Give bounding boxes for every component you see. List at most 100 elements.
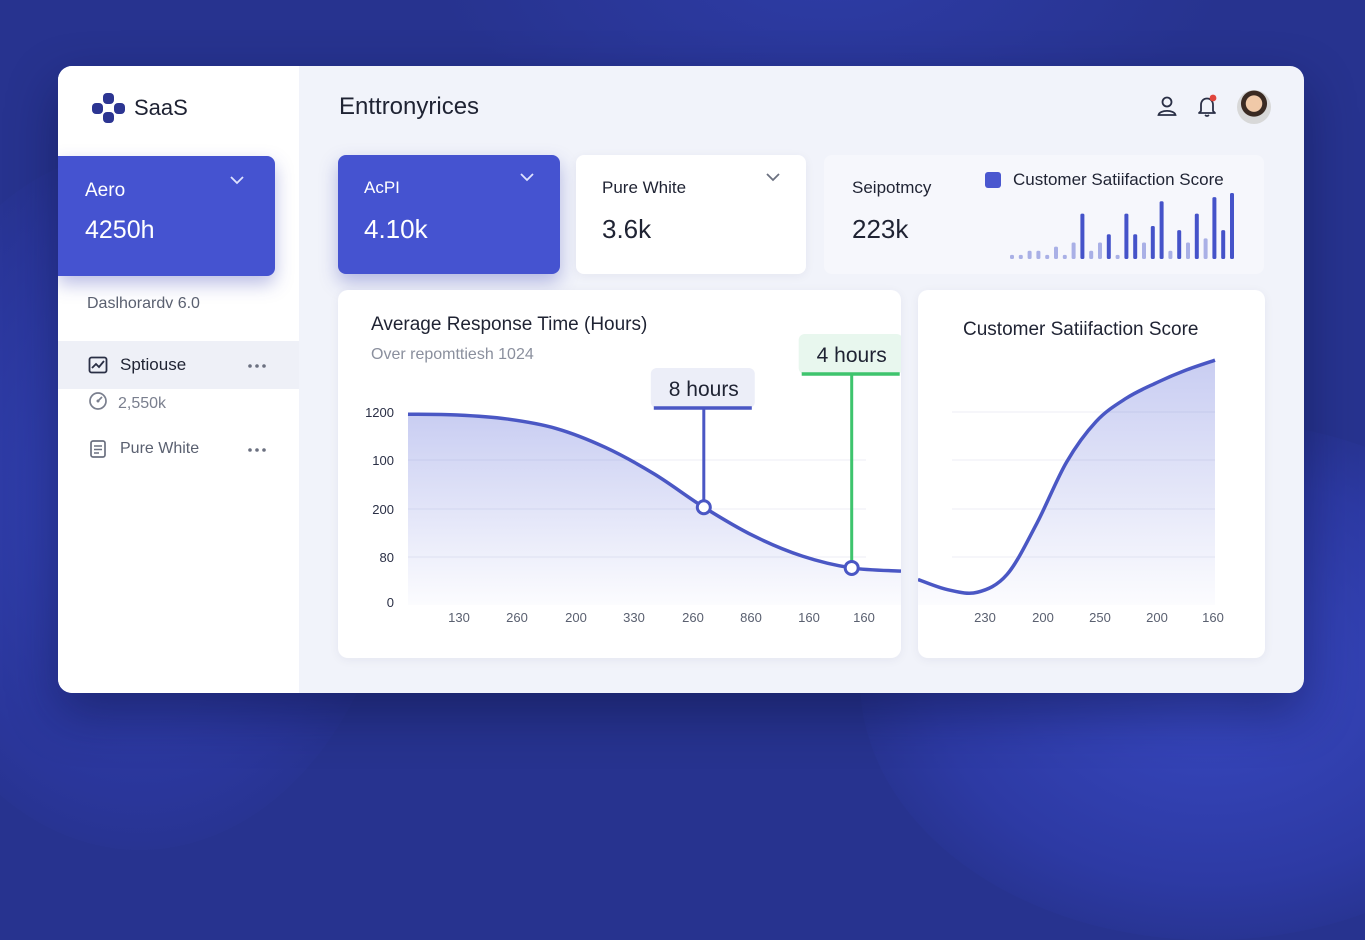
- page-title: Enttronyrices: [339, 93, 480, 120]
- satisfaction-line: [918, 358, 1216, 595]
- document-icon: [88, 439, 108, 459]
- response-time-line: [407, 412, 901, 573]
- x-tick-label: 200: [1032, 610, 1054, 625]
- stat-value: 4.10k: [364, 214, 428, 244]
- sparkline-bar: [1106, 234, 1111, 259]
- sparkline-bar: [1177, 230, 1182, 259]
- sparkline-bar-chart: [1010, 193, 1234, 259]
- sidebar-metric-card[interactable]: Aero 4250h: [58, 156, 275, 276]
- sparkline-bar: [1036, 250, 1041, 259]
- gauge-icon: [88, 391, 108, 416]
- stat-label: AcPI: [364, 178, 400, 197]
- bell-icon[interactable]: [1195, 94, 1219, 118]
- x-tick-label: 250: [1089, 610, 1111, 625]
- more-icon[interactable]: [247, 356, 267, 374]
- logo-text: SaaS: [134, 95, 188, 120]
- sidebar-subitem: 2,550k: [88, 391, 166, 416]
- sparkline-bar: [1054, 246, 1058, 259]
- chevron-down-icon[interactable]: [766, 169, 780, 187]
- legend-label: Customer Satiifaction Score: [1013, 170, 1224, 189]
- y-tick-label: 1200: [365, 405, 394, 420]
- sidebar-item-label: Sptiouse: [120, 355, 187, 374]
- annotation-label: 4 hours: [817, 344, 887, 367]
- stat-value: 223k: [852, 214, 909, 244]
- sparkline-bar: [1045, 254, 1050, 259]
- x-tick-label: 160: [1202, 610, 1224, 625]
- response-time-panel: Average Response Time (Hours) Over repom…: [338, 290, 901, 658]
- legend-swatch: [985, 172, 1001, 188]
- sidebar-subitem-value: 2,550k: [118, 394, 167, 412]
- stat-card-acpi[interactable]: AcPI 4.10k: [338, 155, 560, 274]
- annotation-point: [843, 559, 860, 576]
- x-tick-label: 230: [974, 610, 996, 625]
- sparkline-bar: [1194, 213, 1199, 259]
- chart-title: Customer Satiifaction Score: [963, 319, 1199, 340]
- chart-icon: [88, 355, 108, 375]
- x-tick-label: 200: [1146, 610, 1168, 625]
- sparkline-bar: [1115, 254, 1120, 259]
- stat-label: Seipotmcy: [852, 178, 932, 197]
- sparkline-bar: [1027, 250, 1032, 259]
- annotation-point: [695, 499, 712, 516]
- version-label: Daslhorardv 6.0: [87, 295, 200, 312]
- x-tick-label: 130: [448, 610, 470, 625]
- sidebar: SaaS Aero 4250h Daslhorardv 6.0 Sptiouse…: [58, 66, 299, 693]
- sparkline-bar: [1133, 234, 1138, 259]
- sidebar-metric-label: Aero: [85, 180, 126, 201]
- response-time-area: [408, 414, 901, 605]
- x-tick-label: 160: [853, 610, 875, 625]
- avatar[interactable]: [1237, 90, 1271, 124]
- y-tick-label: 100: [372, 453, 394, 468]
- sparkline-bar: [1124, 213, 1129, 259]
- annotation-box: [798, 334, 901, 374]
- x-tick-label: 160: [798, 610, 820, 625]
- sparkline-bar: [1071, 242, 1076, 259]
- sparkline-bar: [1221, 230, 1226, 259]
- annotation-label: 8 hours: [669, 378, 739, 401]
- stat-label: Pure White: [602, 178, 687, 197]
- chart-subtitle: Over repomttiesh 1024: [371, 346, 534, 363]
- sparkline-bar: [1089, 250, 1094, 259]
- annotation-box: [650, 368, 755, 408]
- satisfaction-chart: 230 200 250 200 160: [918, 358, 1224, 625]
- x-tick-label: 860: [740, 610, 762, 625]
- sparkline-bar: [1186, 242, 1190, 259]
- sparkline-bar: [1168, 250, 1173, 259]
- stat-card-pure-white[interactable]: Pure White 3.6k: [576, 155, 806, 274]
- x-tick-label: 260: [506, 610, 528, 625]
- sparkline-bar: [1080, 213, 1085, 259]
- x-tick-label: 200: [565, 610, 587, 625]
- chart-title: Average Response Time (Hours): [371, 314, 648, 335]
- sparkline-bar: [1098, 242, 1102, 259]
- satisfaction-panel: Customer Satiifaction Score 230 200 250 200…: [918, 290, 1265, 658]
- y-tick-label: 200: [372, 502, 394, 517]
- user-icon[interactable]: [1155, 94, 1179, 118]
- sparkline-bar: [1062, 254, 1067, 259]
- satisfaction-area: [918, 360, 1215, 605]
- sparkline-bar: [1010, 254, 1014, 259]
- logo[interactable]: SaaS: [92, 93, 188, 123]
- app-window: SaaS Aero 4250h Daslhorardv 6.0 Sptiouse…: [58, 66, 1304, 693]
- y-tick-label: 80: [380, 550, 394, 565]
- sparkline-bar: [1150, 226, 1155, 259]
- sparkline-bar: [1018, 254, 1023, 259]
- sidebar-item-pure-white[interactable]: Pure White: [58, 425, 299, 473]
- y-tick-label: 0: [387, 595, 394, 610]
- sparkline-bar: [1230, 193, 1234, 259]
- x-tick-label: 330: [623, 610, 645, 625]
- chevron-down-icon[interactable]: [230, 172, 244, 190]
- stat-value: 3.6k: [602, 214, 652, 244]
- sidebar-metric-value: 4250h: [85, 216, 155, 244]
- sparkline-bar: [1142, 242, 1146, 259]
- sparkline-bar: [1203, 238, 1208, 259]
- stat-card-seipotmcy[interactable]: Seipotmcy 223k Customer Satiifaction Sco…: [824, 155, 1264, 274]
- more-icon[interactable]: [247, 440, 267, 458]
- sidebar-item-label: Pure White: [120, 440, 200, 457]
- sparkline-bar: [1159, 201, 1164, 259]
- sidebar-item-sptiouse[interactable]: Sptiouse: [58, 341, 299, 389]
- x-tick-label: 260: [682, 610, 704, 625]
- sparkline-bar: [1212, 197, 1217, 259]
- logo-icon: [92, 93, 126, 123]
- response-time-chart: 1200 100 200 80 0 130 260 200 330 260 860 160 160 8 h…: [365, 334, 901, 625]
- chevron-down-icon[interactable]: [520, 169, 534, 187]
